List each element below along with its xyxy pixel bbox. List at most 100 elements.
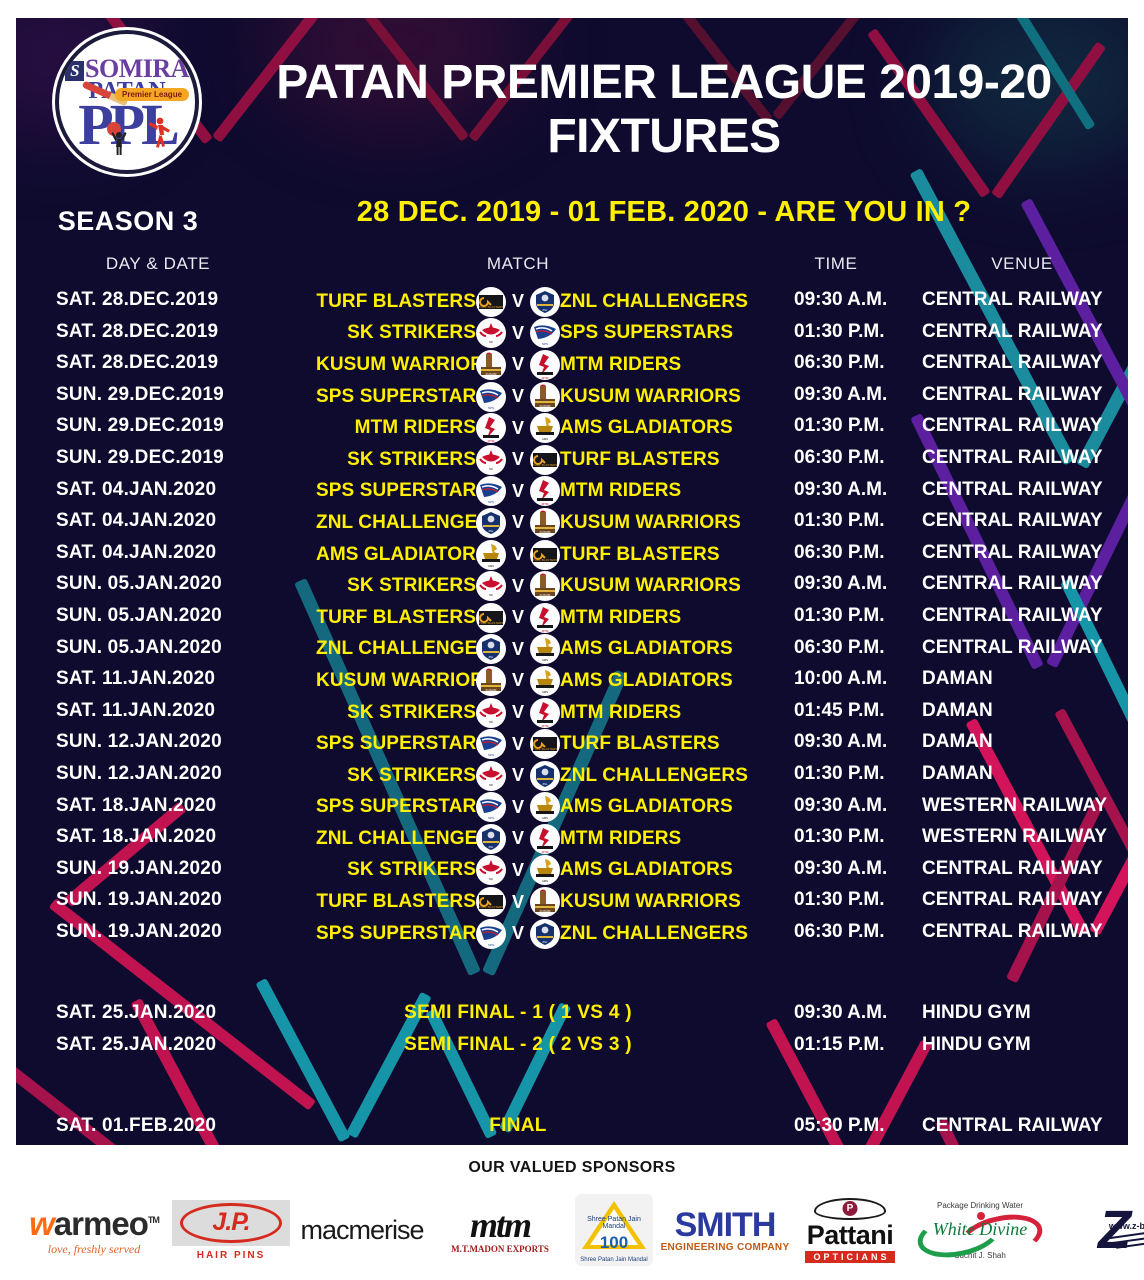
fixture-time: 09:30 A.M. — [794, 731, 888, 753]
fixture-match: SPS SUPERSTARS SPS V TURF BLASTERS TURF BLAS… — [294, 728, 742, 760]
fixture-date: SUN. 12.JAN.2020 — [56, 762, 222, 784]
table-row[interactable]: SUN. 05.JAN.2020 TURF BLASTERS TURF BLASTE… — [16, 602, 1128, 634]
table-row[interactable]: SAT. 28.DEC.2019 KUSUM WARRIORS KUSUM V MTM M… — [16, 349, 1128, 381]
svg-text:SK: SK — [489, 467, 493, 471]
home-team-name: SPS SUPERSTARS — [316, 733, 490, 755]
table-row[interactable]: SUN. 19.JAN.2020 TURF BLASTERS TURF BLASTE… — [16, 886, 1128, 918]
table-row[interactable]: SAT. 04.JAN.2020 SPS SUPERSTARS SPS V MTM MTM… — [16, 476, 1128, 508]
home-team-name: ZNL CHALLENGERS — [316, 511, 504, 533]
home-team-name: TURF BLASTERS — [316, 606, 476, 628]
turf-blasters-crest: TURF BLASTERS — [530, 729, 560, 760]
fixture-match: SPS SUPERSTARS SPS V KUSUM KUSUM WARRIORS — [294, 381, 742, 413]
table-row[interactable]: SAT. 04.JAN.2020 AMS GLADIATORS AMS V TURF B… — [16, 539, 1128, 571]
fixture-venue: CENTRAL RAILWAY — [922, 446, 1103, 468]
away-team-name: TURF BLASTERS — [560, 543, 720, 565]
svg-text:ZNL: ZNL — [489, 655, 494, 659]
fixture-match: SK STRIKERS SK V KUSUM KUSUM WARRIORS — [294, 570, 742, 602]
smith-wordmark: SMITH — [674, 1205, 777, 1244]
fixture-venue: DAMAN — [922, 699, 993, 721]
final-time: 05:30 P.M. — [794, 1114, 885, 1136]
table-row[interactable]: SAT. 11.JAN.2020 KUSUM WARRIORS KUSUM V AMS A… — [16, 665, 1128, 697]
logo-ppl-text: PPL — [78, 92, 180, 157]
home-team-name: ZNL CHALLENGERS — [316, 638, 504, 660]
svg-text:MTM: MTM — [542, 502, 549, 506]
jp-subtitle: HAIR PINS — [196, 1249, 266, 1261]
knockout-venue: HINDU GYM — [922, 1002, 1031, 1024]
table-row[interactable]: SAT. 04.JAN.2020 ZNL CHALLENGERS ZNL V KUSUM… — [16, 507, 1128, 539]
svg-text:KUSUM: KUSUM — [540, 593, 551, 597]
logo-somira-text: S SOMIRA — [59, 54, 195, 84]
svg-text:AMS: AMS — [542, 658, 548, 662]
fixture-time: 09:30 A.M. — [794, 289, 888, 310]
znl-challengers-crest: ZNL — [530, 918, 560, 949]
versus-separator: V — [511, 670, 524, 691]
fixture-venue: CENTRAL RAILWAY — [922, 415, 1103, 437]
fixture-time: 09:30 A.M. — [794, 573, 888, 595]
table-row[interactable]: SUN. 19.JAN.2020 SPS SUPERSTARS SPS V ZNL ZNL… — [16, 918, 1128, 950]
svg-text:SK: SK — [489, 720, 493, 724]
page-subtitle: 28 DEC. 2019 - 01 FEB. 2020 - ARE YOU IN… — [356, 196, 972, 228]
knockout-time: 09:30 A.M. — [794, 1002, 888, 1024]
table-row[interactable]: SAT. 11.JAN.2020 SK STRIKERS SK V MTM MTM RID… — [16, 697, 1128, 729]
knockout-row[interactable]: SAT. 25.JAN.2020 SEMI FINAL - 1 ( 1 VS 4 … — [16, 999, 1128, 1031]
logo-s-badge: S — [65, 61, 85, 82]
home-team-name: SK STRIKERS — [347, 322, 476, 344]
fixture-date: SUN. 29.DEC.2019 — [56, 383, 224, 405]
home-team-name: SK STRIKERS — [347, 575, 476, 597]
table-row[interactable]: SAT. 28.DEC.2019 SK STRIKERS SK V SPS SPS SUP… — [16, 318, 1128, 350]
versus-separator: V — [511, 512, 524, 533]
kusum-warriors-crest: KUSUM — [530, 887, 560, 918]
kusum-warriors-crest: KUSUM — [530, 507, 560, 538]
pattani-subtitle: OPTICIANS — [805, 1250, 895, 1263]
table-row[interactable]: SUN. 12.JAN.2020 SPS SUPERSTARS SPS V TURF B… — [16, 728, 1128, 760]
white-divine-top-text: Package Drinking Water — [937, 1200, 1023, 1210]
versus-separator: V — [511, 607, 524, 628]
svg-text:SPS: SPS — [488, 753, 494, 757]
versus-separator: V — [511, 449, 524, 470]
home-team-name: SK STRIKERS — [347, 764, 476, 786]
fixture-time: 01:45 P.M. — [794, 699, 885, 721]
sponsor-logo-macmerise: macmerise — [292, 1193, 432, 1267]
table-row[interactable]: SUN. 29.DEC.2019 MTM RIDERS MTM V AMS AMS GLA… — [16, 412, 1128, 444]
home-team-name: SK STRIKERS — [347, 448, 476, 470]
fixture-date: SUN. 19.JAN.2020 — [56, 889, 222, 911]
table-row[interactable]: SAT. 18.JAN.2020 SPS SUPERSTARS SPS V AMS AMS… — [16, 792, 1128, 824]
mtm-wordmark: mtm — [469, 1204, 532, 1245]
sponsor-logo-smith: SMITH ENGINEERING COMPANY — [660, 1193, 790, 1267]
mtm-subtitle: M.T.MADON EXPORTS — [451, 1243, 549, 1254]
final-row[interactable]: SAT. 01.FEB.2020 FINAL 05:30 P.M. CENTRAL R… — [16, 1112, 1128, 1144]
fixture-time: 06:30 P.M. — [794, 541, 885, 563]
fixture-date: SAT. 04.JAN.2020 — [56, 510, 217, 532]
versus-separator: V — [511, 891, 524, 912]
home-team-name: TURF BLASTERS — [316, 891, 476, 913]
table-row[interactable]: SUN. 29.DEC.2019 SK STRIKERS SK V TURF BLAST… — [16, 444, 1128, 476]
fixture-date: SAT. 18.JAN.2020 — [56, 794, 217, 816]
away-team-name: ZNL CHALLENGERS — [560, 290, 748, 312]
table-row[interactable]: SUN. 05.JAN.2020 ZNL CHALLENGERS ZNL V AMS AM… — [16, 634, 1128, 666]
svg-text:KUSUM: KUSUM — [486, 372, 497, 376]
table-header-row: DAY & DATE MATCH TIME VENUE — [16, 254, 1128, 286]
triangle-inner-icon — [590, 1209, 638, 1245]
table-row[interactable]: SAT. 28.DEC.2019 TURF BLASTERS TURF BLASTE… — [16, 286, 1128, 318]
table-row[interactable]: SUN. 12.JAN.2020 SK STRIKERS SK V ZNL ZNL CHA… — [16, 760, 1128, 792]
white-divine-bottom-text: Suchit J. Shah — [954, 1250, 1006, 1260]
versus-separator: V — [511, 544, 524, 565]
table-row[interactable]: SUN. 19.JAN.2020 SK STRIKERS SK V AMS AMS GLA… — [16, 855, 1128, 887]
fixture-match: KUSUM WARRIORS KUSUM V AMS AMS GLADIATORS — [294, 665, 742, 697]
table-row[interactable]: SUN. 29.DEC.2019 SPS SUPERSTARS SPS V KUSUM K… — [16, 381, 1128, 413]
home-team-name: KUSUM WARRIORS — [316, 353, 497, 375]
table-row[interactable]: SAT. 18.JAN.2020 ZNL CHALLENGERS ZNL V MTM MT… — [16, 823, 1128, 855]
znl-challengers-crest: ZNL — [476, 507, 506, 538]
batsman-icon — [148, 117, 170, 148]
znl-challengers-crest: ZNL — [476, 634, 506, 665]
fixture-match: SK STRIKERS SK V AMS AMS GLADIATORS — [294, 855, 742, 887]
knockout-row[interactable]: SAT. 25.JAN.2020 SEMI FINAL - 2 ( 2 VS 3 … — [16, 1031, 1128, 1063]
fixture-date: SUN. 19.JAN.2020 — [56, 857, 222, 879]
umpire-icon — [111, 132, 127, 155]
turf-blasters-crest: TURF BLASTERS — [476, 286, 506, 317]
away-team-name: AMS GLADIATORS — [560, 638, 733, 660]
fixture-match: SK STRIKERS SK V MTM MTM RIDERS — [294, 697, 742, 729]
table-row[interactable]: SUN. 05.JAN.2020 SK STRIKERS SK V KUSUM KUSUM… — [16, 570, 1128, 602]
column-header-time: TIME — [814, 254, 858, 273]
fixture-match: MTM RIDERS MTM V AMS AMS GLADIATORS — [294, 412, 742, 444]
